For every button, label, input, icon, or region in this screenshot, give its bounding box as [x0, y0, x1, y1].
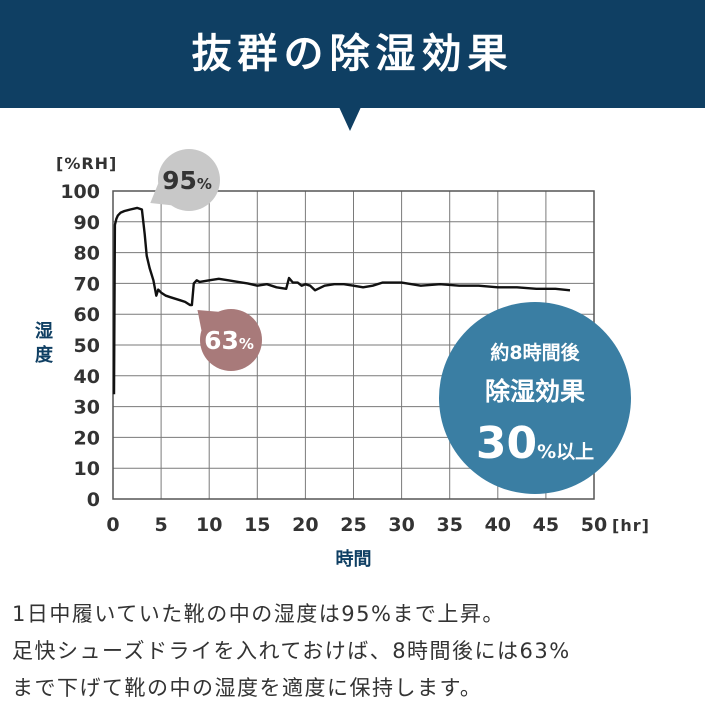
banner-pointer [339, 107, 361, 131]
badge-line-1: 約8時間後 [490, 341, 580, 364]
series-line [112, 206, 571, 395]
x-axis-title: 時間 [336, 549, 372, 570]
y-tick-label: 20 [74, 427, 100, 449]
humidity-chart: 0 10 20 30 40 50 60 70 80 90 100 0 5 10 15 20 25 30 35 40 45… [35, 149, 650, 570]
caption-line-2: 足快シューズドライを入れておけば、8時間後には63% [12, 639, 571, 663]
badge-line-2: 除湿効果 [485, 377, 585, 406]
y-axis-title: 湿度 [35, 321, 54, 366]
header-banner [0, 0, 705, 108]
caption: 1日中履いていた靴の中の湿度は95%まで上昇。 足快シューズドライを入れておけば… [12, 596, 702, 707]
caption-line-3: まで下げて靴の中の湿度を適度に保持します。 [12, 676, 483, 700]
page-title: 抜群の除湿効果 [191, 31, 514, 77]
y-tick-label: 10 [74, 458, 100, 480]
x-tick-label: 15 [244, 514, 270, 536]
y-tick-label: 80 [74, 243, 100, 265]
x-tick-label: 20 [292, 514, 318, 536]
annotation-peak-label: 95% [162, 166, 212, 195]
x-tick-label: 30 [388, 514, 414, 536]
y-tick-label: 90 [74, 212, 100, 234]
x-tick-label: 10 [196, 514, 222, 536]
effect-badge [439, 302, 631, 494]
x-tick-label: 50 [581, 514, 607, 536]
y-tick-label: 100 [60, 181, 100, 203]
x-axis-unit: [hr] [612, 516, 650, 535]
x-tick-label: 45 [533, 514, 559, 536]
annotation-low-label: 63% [204, 326, 254, 355]
x-tick-label: 40 [485, 514, 511, 536]
badge-value: 30%以上 [476, 418, 594, 469]
y-tick-label: 40 [74, 366, 100, 388]
caption-line-1: 1日中履いていた靴の中の湿度は95%まで上昇。 [12, 602, 505, 626]
y-tick-label: 50 [74, 335, 100, 357]
y-tick-label: 30 [74, 397, 100, 419]
x-tick-label: 25 [340, 514, 366, 536]
y-tick-label: 60 [74, 304, 100, 326]
y-tick-label: 70 [74, 273, 100, 295]
y-tick-label: 0 [87, 489, 100, 511]
x-tick-label: 35 [436, 514, 462, 536]
y-axis-unit: [%RH] [56, 154, 117, 173]
x-tick-label: 0 [106, 514, 119, 536]
annotation-peak-bubble [158, 149, 220, 211]
x-tick-label: 5 [154, 514, 167, 536]
annotation-low-bubble [200, 309, 262, 371]
